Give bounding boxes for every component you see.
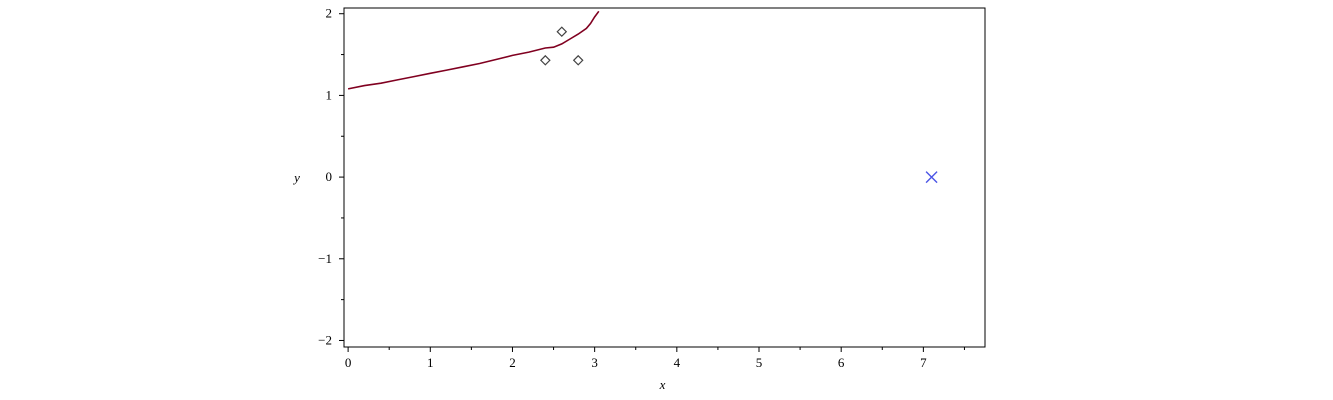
x-tick-label: 5 — [756, 355, 763, 370]
x-tick-label: 3 — [591, 355, 598, 370]
x-tick-label: 1 — [427, 355, 434, 370]
y-axis-title: y — [292, 170, 300, 185]
x-tick-label: 4 — [674, 355, 681, 370]
x-tick-label: 2 — [509, 355, 516, 370]
y-tick-label: 1 — [326, 87, 333, 102]
x-tick-label: 6 — [838, 355, 845, 370]
y-tick-label: 2 — [326, 6, 333, 21]
plot-frame — [343, 7, 986, 348]
x-tick-label: 0 — [345, 355, 352, 370]
x-axis-title: x — [659, 377, 666, 392]
y-tick-label: 0 — [326, 169, 333, 184]
diamond-point — [556, 26, 568, 38]
curve-line — [347, 10, 600, 90]
y-tick-label: −2 — [318, 332, 332, 347]
diamond-point — [572, 54, 584, 66]
cross-point — [925, 171, 938, 184]
y-tick-label: −1 — [318, 251, 332, 266]
x-tick-label: 7 — [920, 355, 927, 370]
diamond-point — [539, 54, 551, 66]
